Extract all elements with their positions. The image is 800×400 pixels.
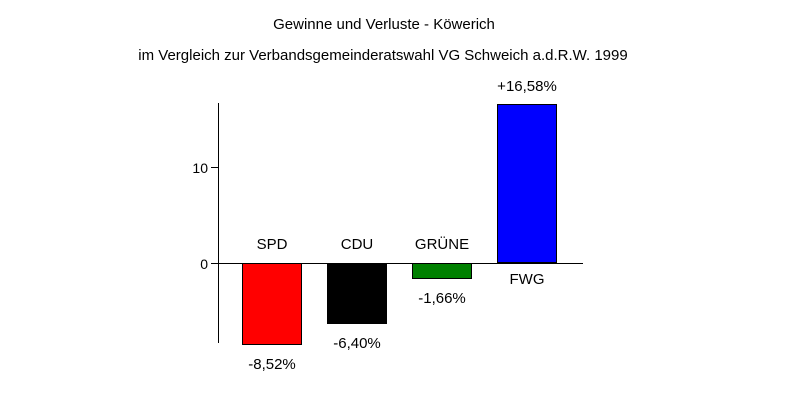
category-label: SPD — [256, 236, 288, 253]
value-label: -8,52% — [248, 356, 296, 373]
value-label: +16,58% — [497, 78, 557, 95]
chart-title: Gewinne und Verluste - Köwerich — [273, 16, 495, 33]
y-axis-line — [218, 103, 219, 343]
y-tick-mark — [211, 263, 218, 264]
chart-subtitle: im Vergleich zur Verbandsgemeinderatswah… — [138, 47, 628, 64]
bar-spd — [242, 263, 302, 345]
y-tick-mark — [211, 167, 218, 169]
bar-fwg — [497, 104, 557, 263]
bar-cdu — [327, 263, 387, 324]
value-label: -6,40% — [333, 335, 381, 352]
zero-baseline — [218, 263, 583, 264]
category-label: GRÜNE — [414, 236, 470, 253]
category-label: FWG — [509, 271, 545, 288]
y-tick-label: 10 — [192, 159, 208, 176]
y-tick-label: 0 — [200, 255, 208, 272]
category-label: CDU — [340, 236, 374, 253]
bar-grüne — [412, 263, 472, 279]
value-label: -1,66% — [418, 290, 466, 307]
